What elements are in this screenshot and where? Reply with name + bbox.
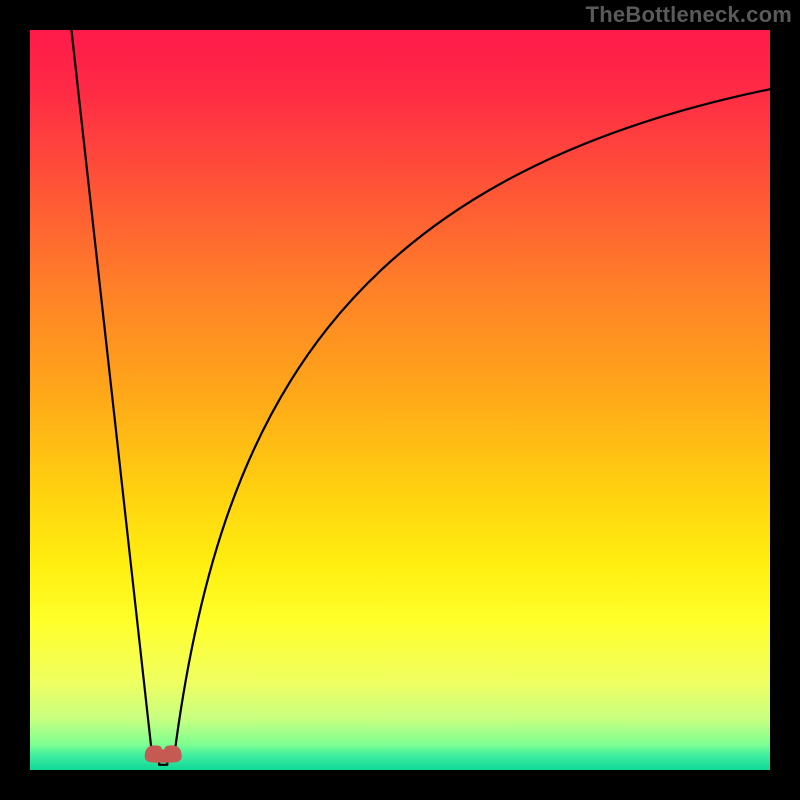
bottleneck-curve bbox=[71, 30, 770, 765]
curve-layer bbox=[30, 30, 770, 770]
bottom-marker bbox=[145, 746, 181, 762]
chart-canvas: TheBottleneck.com bbox=[0, 0, 800, 800]
plot-area bbox=[30, 30, 770, 770]
watermark-text: TheBottleneck.com bbox=[586, 2, 792, 28]
